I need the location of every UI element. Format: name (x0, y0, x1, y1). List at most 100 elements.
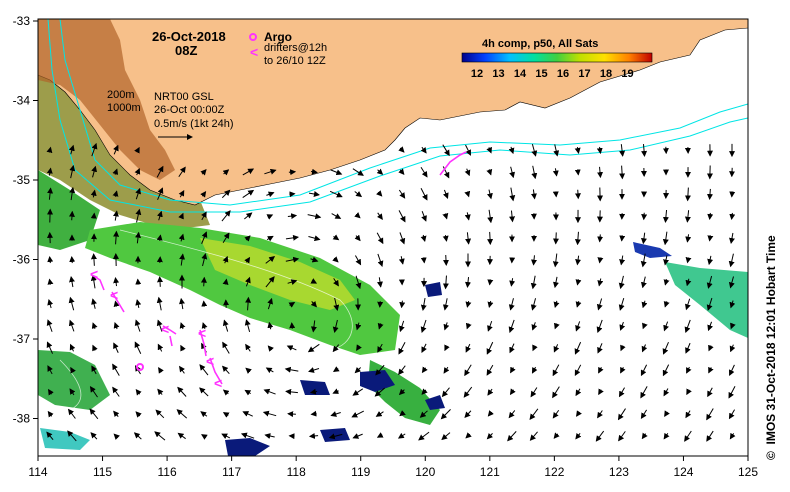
current-vector-arrow (307, 343, 320, 353)
current-vector-arrow (310, 168, 318, 175)
current-vector-arrow (664, 410, 670, 418)
current-vector-arrow (354, 234, 361, 242)
current-vector-arrow (420, 167, 428, 178)
current-vector-arrow (420, 257, 427, 264)
x-tick-label: 122 (544, 465, 564, 479)
current-vector-arrow (531, 322, 538, 331)
current-vector-arrow (376, 277, 383, 288)
current-vector-arrow (529, 431, 538, 441)
current-vector-arrow (46, 146, 53, 154)
current-vector-arrow (597, 234, 604, 243)
x-tick-label: 124 (673, 465, 693, 479)
current-vector-arrow (70, 366, 76, 374)
current-vector-arrow (222, 319, 229, 332)
current-vector-arrow (640, 276, 647, 289)
depth-200-label: 200m (107, 89, 135, 101)
current-vector-arrow (399, 320, 405, 333)
current-vector-arrow (307, 213, 322, 220)
current-vector-arrow (618, 275, 625, 290)
current-vector-arrow (597, 166, 604, 179)
drifter-track-icon: < (110, 287, 118, 303)
current-vector-arrow (354, 212, 361, 219)
current-vector-arrow (399, 300, 406, 309)
current-vector-arrow (575, 321, 581, 332)
current-vector-arrow (376, 232, 384, 245)
current-vector-arrow (619, 321, 626, 331)
current-vector-arrow (442, 234, 449, 242)
current-vector-arrow (662, 364, 670, 377)
current-vector-arrow (308, 367, 320, 373)
current-vector-arrow (486, 364, 494, 376)
current-vector-arrow (48, 388, 54, 396)
current-vector-arrow (221, 433, 231, 439)
current-vector-arrow (465, 343, 472, 353)
current-vector-arrow (354, 366, 362, 374)
current-vector-arrow (465, 232, 472, 245)
x-tick-label: 120 (415, 465, 435, 479)
current-vector-arrow (375, 411, 384, 417)
current-vector-arrow (707, 255, 714, 266)
current-vector-arrow (47, 410, 54, 418)
current-vector-arrow (134, 341, 142, 354)
current-vector-arrow (420, 187, 428, 201)
current-vector-arrow (67, 430, 77, 442)
current-vector-arrow (46, 167, 53, 176)
current-vector-arrow (265, 367, 274, 374)
current-vector-arrow (112, 210, 119, 221)
current-vector-arrow (663, 301, 670, 308)
current-vector-arrow (155, 409, 165, 419)
current-vector-arrow (641, 432, 648, 440)
current-vector-arrow (706, 430, 714, 442)
current-vector-arrow (398, 256, 405, 265)
current-vector-arrow (332, 256, 339, 263)
current-vector-arrow (441, 387, 450, 398)
drifters-legend-date: to 26/10 12Z (264, 55, 326, 67)
current-vector-arrow (222, 232, 230, 244)
current-vector-arrow (332, 234, 340, 241)
current-vector-arrow (552, 386, 560, 399)
current-vector-arrow (620, 344, 626, 352)
current-vector-arrow (640, 386, 648, 399)
current-vector-arrow (135, 299, 142, 308)
current-vector-arrow (67, 408, 76, 419)
current-vector-arrow (662, 209, 669, 224)
current-vector-arrow (508, 319, 515, 333)
current-vector-arrow (684, 319, 691, 334)
current-vector-arrow (356, 344, 362, 351)
current-vector-arrow (487, 320, 493, 332)
current-vector-arrow (398, 146, 405, 153)
date-label: 26-Oct-2018 (152, 29, 226, 44)
colorbar (461, 52, 653, 63)
current-vector-arrow (531, 255, 538, 266)
current-vector-arrow (532, 344, 538, 352)
current-vector-arrow (641, 144, 648, 157)
current-vector-arrow (420, 234, 427, 243)
current-vector-arrow (245, 296, 252, 311)
y-tick-label: -34 (13, 94, 31, 108)
current-vector-arrow (68, 210, 75, 221)
current-vector-arrow (596, 298, 603, 311)
current-vector-arrow (47, 255, 54, 264)
current-vector-arrow (575, 279, 582, 286)
current-vector-arrow (46, 319, 53, 332)
current-vector-arrow (133, 432, 142, 440)
current-vector-arrow (509, 166, 516, 179)
current-vector-arrow (309, 388, 318, 395)
current-vector-arrow (330, 169, 343, 176)
nrt-date-label: 26-Oct 00:00Z (154, 104, 225, 116)
current-vector-arrow (596, 319, 603, 334)
colorbar-tick-label: 16 (557, 68, 569, 80)
current-vector-arrow (222, 341, 230, 354)
current-vector-arrow (310, 278, 318, 284)
current-vector-arrow (333, 278, 339, 287)
current-vector-arrow (176, 409, 188, 419)
current-vector-arrow (354, 191, 363, 198)
current-vector-arrow (552, 409, 560, 419)
current-vector-arrow (328, 433, 343, 440)
argo-legend-label: Argo (264, 30, 292, 44)
current-vector-arrow (308, 432, 319, 439)
current-vector-arrow (662, 231, 669, 246)
current-vector-arrow (377, 322, 384, 330)
current-vector-arrow (179, 365, 185, 374)
current-vector-arrow (597, 278, 604, 287)
